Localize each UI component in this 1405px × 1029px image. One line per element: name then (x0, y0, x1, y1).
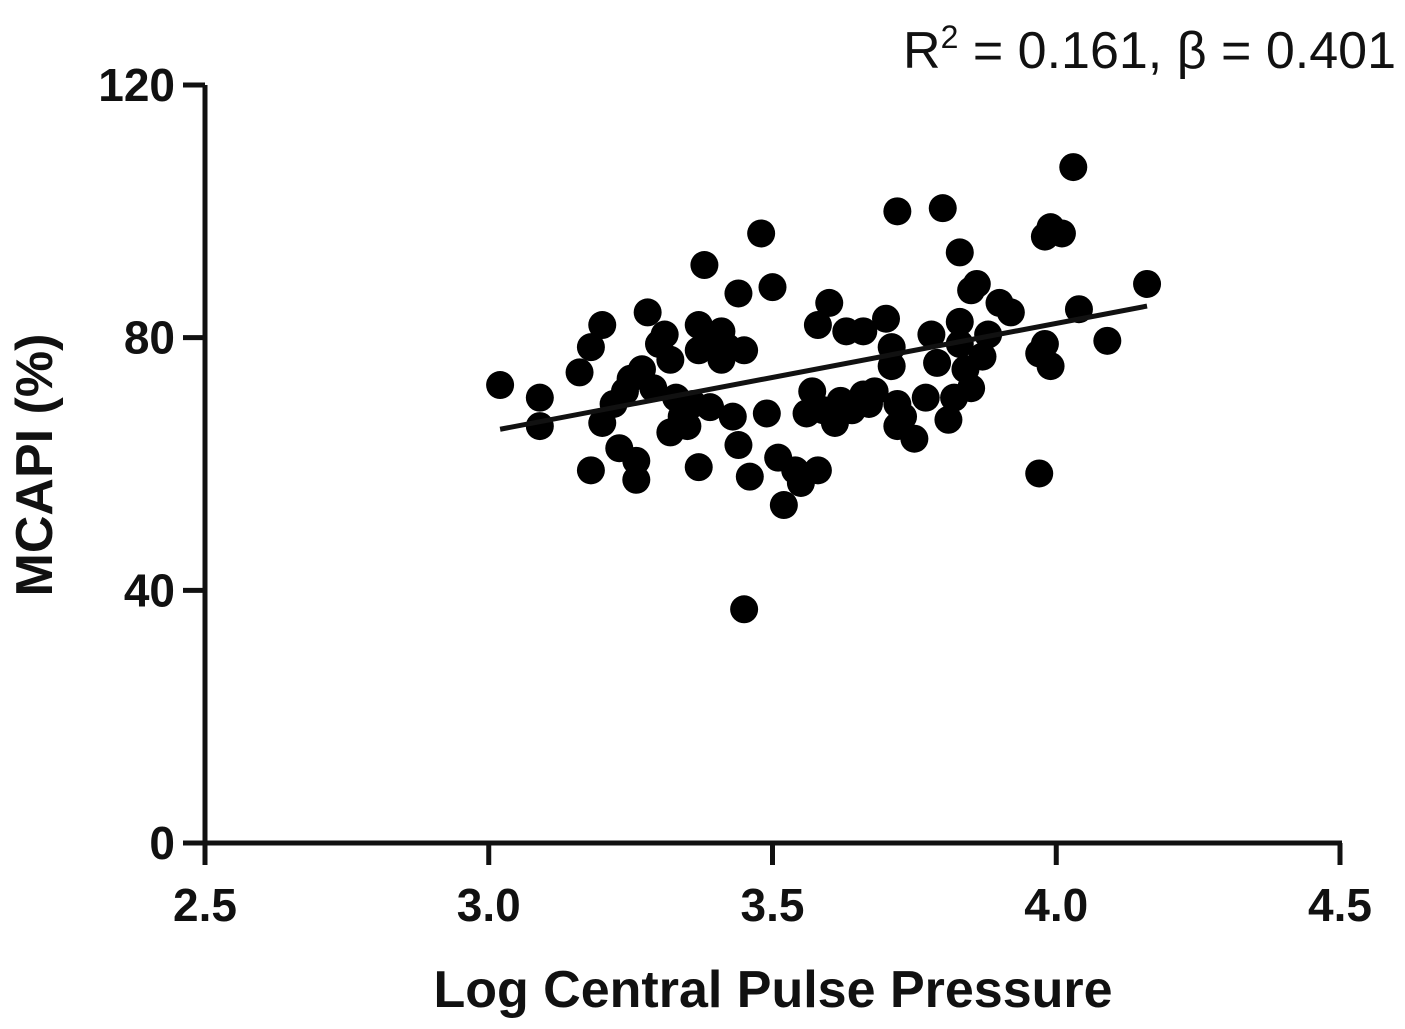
data-point (1133, 269, 1162, 298)
data-point (576, 333, 605, 362)
data-point (917, 320, 946, 349)
data-point (684, 311, 713, 340)
data-point (945, 307, 974, 336)
data-point (730, 336, 759, 365)
data-points (486, 153, 1162, 624)
x-axis-title: Log Central Pulse Pressure (433, 961, 1112, 1019)
data-point (1030, 329, 1059, 358)
data-point (815, 288, 844, 317)
data-point (752, 399, 781, 428)
data-point (945, 238, 974, 267)
data-point (576, 456, 605, 485)
data-point (724, 431, 753, 460)
data-point (724, 279, 753, 308)
data-point (1025, 459, 1054, 488)
data-point (588, 311, 617, 340)
data-point (883, 197, 912, 226)
data-point (957, 374, 986, 403)
data-point (696, 393, 725, 422)
data-point (889, 402, 918, 431)
data-point (962, 269, 991, 298)
data-point (877, 352, 906, 381)
data-point (849, 317, 878, 346)
data-point (1047, 219, 1076, 248)
x-tick-label: 4.5 (1308, 879, 1372, 931)
ticks: 0 40 80 120 2.5 3.0 3.5 4.0 4.5 (98, 59, 1372, 931)
data-point (860, 377, 889, 406)
data-point (758, 273, 787, 302)
data-point (730, 595, 759, 624)
data-point (565, 358, 594, 387)
data-point (486, 371, 515, 400)
x-tick-label: 4.0 (1024, 879, 1088, 931)
data-point (639, 374, 668, 403)
data-point (690, 251, 719, 280)
annotation-values: = 0.161, β = 0.401 (958, 22, 1396, 80)
data-point (747, 219, 776, 248)
y-tick-label: 40 (124, 564, 175, 616)
data-point (622, 465, 651, 494)
regression-line (499, 303, 1148, 432)
annotation-r-label: R (903, 22, 941, 80)
data-point (872, 304, 900, 333)
data-point (900, 424, 929, 453)
data-point (633, 298, 662, 327)
data-point (650, 320, 679, 349)
y-tick-label: 80 (124, 312, 175, 364)
data-point (928, 194, 957, 223)
data-point (525, 383, 554, 412)
data-point (684, 453, 713, 482)
data-point (735, 462, 764, 491)
annotation-r-exponent: 2 (941, 19, 959, 55)
data-point (996, 298, 1025, 327)
data-point (656, 345, 685, 374)
data-point (718, 402, 747, 431)
data-point (769, 491, 798, 520)
data-point (923, 348, 952, 377)
data-point (803, 311, 832, 340)
data-point (1059, 153, 1088, 182)
data-point (803, 456, 832, 485)
data-point (673, 412, 702, 441)
y-tick-label: 120 (98, 59, 175, 111)
x-tick-label: 2.5 (173, 879, 237, 931)
data-point (968, 342, 997, 371)
regression-annotation: R2 = 0.161, β = 0.401 (903, 19, 1396, 80)
data-point (1036, 352, 1065, 381)
data-point (911, 383, 940, 412)
data-point (1093, 326, 1122, 355)
x-tick-label: 3.5 (741, 879, 805, 931)
data-point (934, 405, 963, 434)
x-tick-label: 3.0 (457, 879, 521, 931)
y-tick-label: 0 (149, 817, 175, 869)
y-axis-title: MCAPI (%) (6, 334, 64, 597)
